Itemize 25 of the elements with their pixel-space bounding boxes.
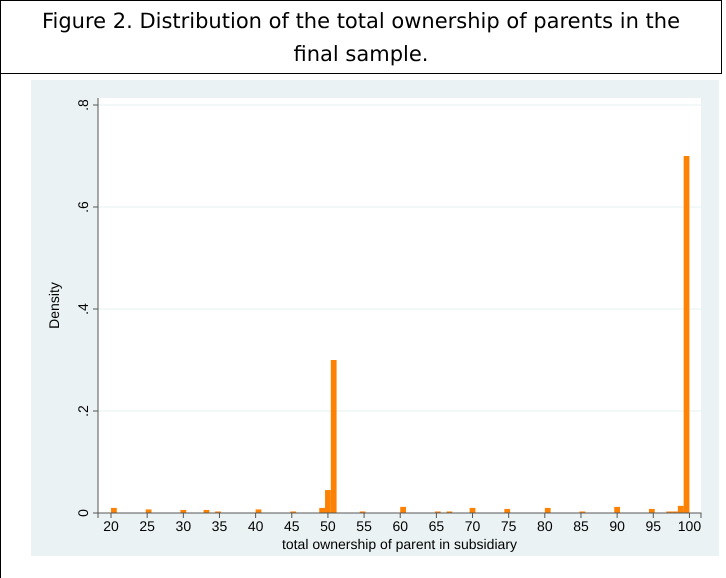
y-axis-title: Density bbox=[46, 282, 62, 329]
x-tick-label: 60 bbox=[392, 518, 408, 534]
x-tick-label: 80 bbox=[537, 518, 553, 534]
chart-title: Figure 2. Distribution of the total ownership of parents in the final sample. bbox=[0, 0, 722, 74]
x-tick-label: 30 bbox=[176, 518, 192, 534]
x-tick-label: 40 bbox=[248, 518, 264, 534]
x-tick-label: 75 bbox=[500, 518, 517, 534]
x-tick-label: 65 bbox=[428, 518, 444, 534]
x-tick-label: 90 bbox=[609, 518, 626, 534]
x-tick-label: 35 bbox=[212, 518, 228, 534]
x-tick-label: 70 bbox=[464, 518, 481, 534]
x-tick-label: 85 bbox=[573, 518, 589, 534]
x-tick-label: 45 bbox=[284, 518, 300, 534]
x-tick-label: 50 bbox=[320, 518, 336, 534]
y-tick-label: .2 bbox=[75, 404, 91, 417]
y-tick-label: .6 bbox=[75, 200, 91, 213]
y-tick-label: .8 bbox=[75, 98, 91, 111]
x-tick-label: 95 bbox=[645, 518, 662, 534]
y-tick-label: .4 bbox=[75, 302, 91, 315]
y-tick-label: 0 bbox=[75, 508, 91, 517]
x-axis-title: total ownership of parent in subsidiary bbox=[282, 536, 518, 552]
x-tick-label: 20 bbox=[103, 518, 120, 534]
x-tick-label: 55 bbox=[356, 518, 372, 534]
x-tick-label: 25 bbox=[139, 518, 156, 534]
x-tick-label: 100 bbox=[678, 518, 702, 534]
